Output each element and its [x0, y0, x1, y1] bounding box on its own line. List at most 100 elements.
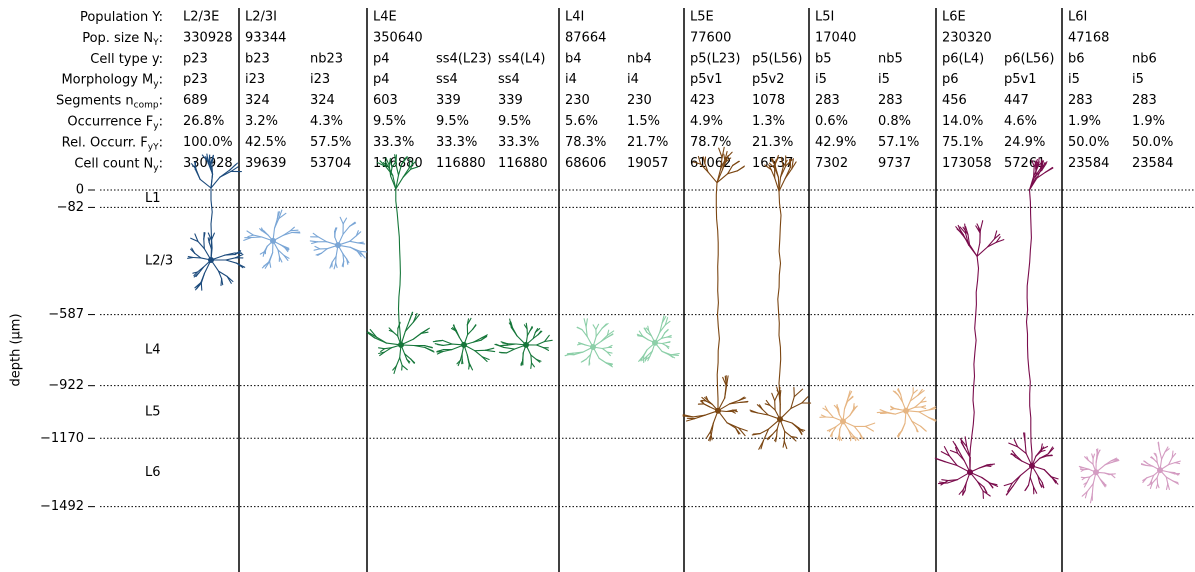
cell-type: p6(L4): [942, 51, 984, 66]
population-name: L6I: [1068, 10, 1087, 25]
soma: [967, 469, 973, 475]
dendrite: [865, 423, 874, 426]
dendrite: [784, 441, 787, 448]
cell-rel-occurrence: 33.3%: [373, 135, 414, 150]
soma: [840, 418, 846, 424]
cell-rel-occurrence: 42.9%: [815, 135, 856, 150]
dendrite: [978, 227, 980, 233]
apical-dendrite: [396, 189, 401, 345]
cell-morphology: p4: [373, 72, 390, 87]
dendrite: [210, 156, 211, 164]
population-name: L4I: [565, 10, 584, 25]
cell-type: ss4(L23): [436, 51, 492, 66]
cell-occurrence: 4.9%: [690, 114, 723, 129]
dendrite: [1159, 450, 1161, 459]
dendrite: [596, 324, 599, 329]
cell-occurrence: 1.3%: [752, 114, 785, 129]
cell-count: 23584: [1068, 156, 1109, 171]
dendrite: [314, 249, 320, 250]
cell-morphology: i23: [310, 72, 330, 87]
dendrite: [1042, 483, 1043, 488]
cell-occurrence: 4.6%: [1004, 114, 1037, 129]
dendrite: [602, 324, 606, 328]
dendrite: [578, 344, 582, 345]
cell-count: 39639: [245, 156, 286, 171]
dendrite: [593, 325, 596, 330]
dendrite: [537, 342, 545, 346]
row-label: Occurrence Fy:: [67, 114, 163, 131]
dendrite: [702, 400, 706, 401]
cell-segments: 324: [245, 93, 270, 108]
dendrite: [785, 431, 792, 436]
dendrite: [523, 353, 524, 360]
apical-dendrite: [970, 256, 979, 472]
row-label: Pop. size NY:: [82, 30, 163, 47]
dendrite: [393, 332, 398, 336]
cell-rel-occurrence: 21.3%: [752, 135, 793, 150]
layer-label: L5: [145, 404, 161, 419]
cell-segments: 689: [183, 93, 208, 108]
cell-segments: 456: [942, 93, 967, 108]
tick-label: −1170: [40, 431, 84, 446]
dendrite: [443, 340, 453, 344]
population-name: L2/3I: [245, 10, 277, 25]
cell-occurrence: 9.5%: [373, 114, 406, 129]
dendrite: [1168, 484, 1170, 490]
layer-label: L1: [145, 191, 161, 206]
row-label-end: :: [159, 135, 163, 150]
dendrite: [770, 405, 775, 410]
dendrite: [1029, 477, 1031, 485]
population-size: 230320: [942, 30, 992, 45]
cell-segments: 230: [627, 93, 652, 108]
population-size: 330928: [183, 30, 233, 45]
cell-count: 116880: [436, 156, 486, 171]
population-size: 87664: [565, 30, 606, 45]
cell-type: b6: [1068, 51, 1085, 66]
page: Population Y:Pop. size NY:Cell type y:Mo…: [0, 0, 1195, 572]
axis-label: depth (µm): [9, 313, 24, 386]
cell-segments: 283: [815, 93, 840, 108]
cell-occurrence: 0.6%: [815, 114, 848, 129]
dendrite: [644, 350, 647, 356]
row-label-end: :: [159, 30, 163, 45]
row-label: Population Y:: [80, 10, 163, 25]
cell-type: ss4(L4): [498, 51, 545, 66]
population-name: L6E: [942, 10, 966, 25]
soma: [335, 242, 341, 248]
dendrite: [409, 159, 410, 168]
cell-occurrence: 9.5%: [498, 114, 531, 129]
dendrite: [336, 263, 337, 267]
cell-occurrence: 9.5%: [436, 114, 469, 129]
soma: [270, 238, 276, 244]
dendrite: [794, 389, 802, 397]
dendrite: [375, 338, 387, 343]
soma: [715, 408, 721, 414]
cell-segments: 423: [690, 93, 715, 108]
cell-occurrence: 3.2%: [245, 114, 278, 129]
cell-rel-occurrence: 50.0%: [1068, 135, 1109, 150]
dendrite: [602, 349, 607, 353]
dendrite: [596, 328, 602, 336]
cell-segments: 283: [1068, 93, 1093, 108]
cell-morphology: i5: [1068, 72, 1080, 87]
dendrite: [343, 226, 350, 234]
population-name: L2/3E: [183, 10, 219, 25]
dendrite: [310, 241, 317, 242]
dendrite: [358, 243, 365, 244]
dendrite: [1026, 485, 1029, 490]
population-size: 77600: [690, 30, 731, 45]
figure: Population Y:Pop. size NY:Cell type y:Mo…: [0, 0, 1195, 572]
cell-morphology: i5: [815, 72, 827, 87]
soma: [652, 340, 658, 346]
dendrite: [360, 251, 367, 252]
cell-type: p5(L23): [690, 51, 740, 66]
dendrite: [727, 423, 739, 428]
cell-type: nb6: [1132, 51, 1157, 66]
cell-rel-occurrence: 42.5%: [245, 135, 286, 150]
dendrite: [783, 441, 784, 447]
cell-type: b4: [565, 51, 582, 66]
apical-dendrite: [1027, 190, 1033, 466]
dendrite: [584, 319, 586, 327]
dendrite: [201, 283, 202, 290]
dendrite: [350, 236, 357, 242]
